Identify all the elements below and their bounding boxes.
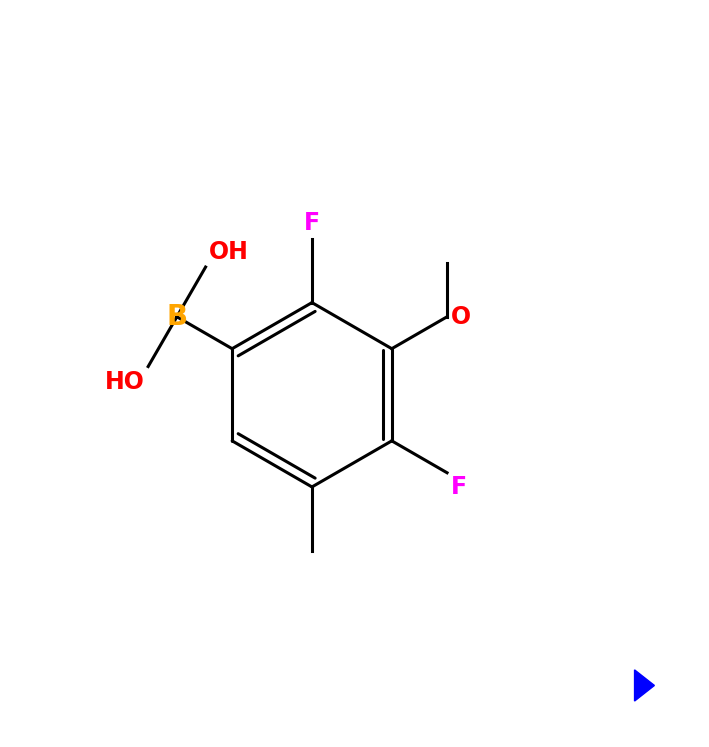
- Text: HO: HO: [105, 370, 145, 394]
- Polygon shape: [635, 670, 654, 701]
- Text: F: F: [304, 211, 320, 235]
- Text: methoxy: methoxy: [0, 746, 1, 747]
- Text: F: F: [451, 475, 467, 499]
- Text: O: O: [451, 305, 471, 329]
- Text: B: B: [167, 303, 187, 331]
- Text: OH: OH: [209, 240, 249, 264]
